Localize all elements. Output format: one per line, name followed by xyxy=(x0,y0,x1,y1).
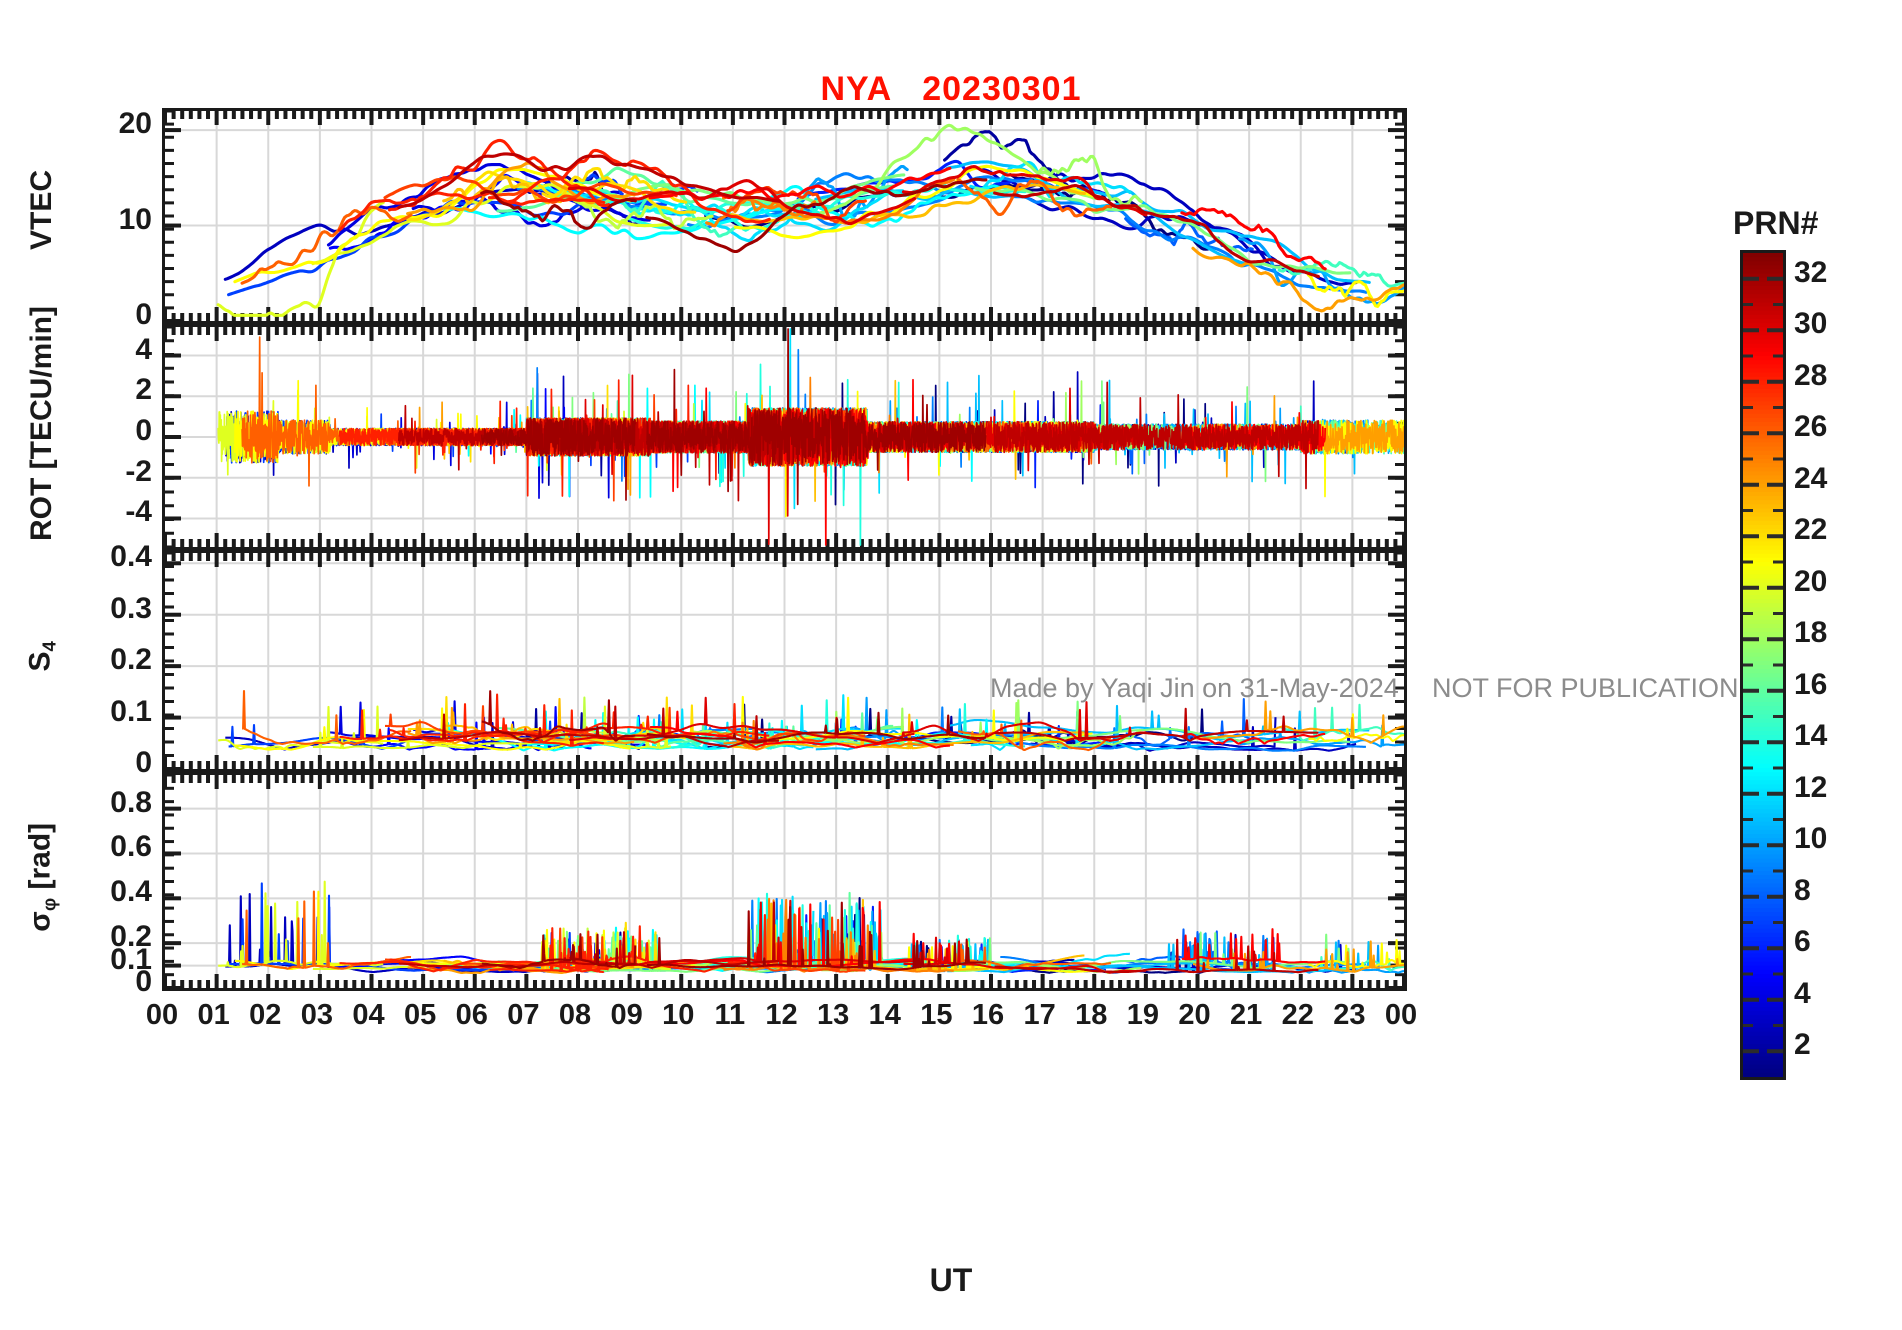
xtick-02-2: 02 xyxy=(249,999,282,1031)
xtick-00-0: 00 xyxy=(145,999,179,1031)
panel-sigma-phi xyxy=(162,772,1407,991)
colorbar-tick-14: 14 xyxy=(1794,719,1828,753)
xtick-21-21: 21 xyxy=(1229,999,1263,1031)
ytick-s4-3: 0.3 xyxy=(110,591,152,625)
xtick-00-24: 00 xyxy=(1384,999,1418,1031)
colorbar-gradient xyxy=(1743,253,1783,1077)
xtick-03-3: 03 xyxy=(300,999,333,1031)
panel-s4-data xyxy=(218,689,1404,752)
panel-vtec-data xyxy=(216,123,1404,317)
colorbar-tick-18: 18 xyxy=(1794,616,1828,650)
colorbar-tick-16: 16 xyxy=(1794,667,1828,701)
xtick-04-4: 04 xyxy=(352,999,385,1031)
ytick-sigma-phi-2: 0.2 xyxy=(110,920,152,954)
ylabel-sigma-phi: σφ [rad] xyxy=(23,822,60,932)
colorbar-tick-10: 10 xyxy=(1794,822,1828,856)
xtick-13-13: 13 xyxy=(816,999,850,1031)
colorbar-tick-30: 30 xyxy=(1794,307,1828,341)
ytick-s4-4: 0.4 xyxy=(110,540,152,574)
colorbar-tick-24: 24 xyxy=(1794,461,1828,495)
ylabel-vtec: VTEC xyxy=(25,170,58,251)
ylabel-s4: S4 xyxy=(23,641,60,672)
ytick-vtec-0: 0 xyxy=(135,298,152,331)
ytick-s4-2: 0.2 xyxy=(110,643,152,677)
panel-vtec xyxy=(162,108,1407,324)
ytick-sigma-phi-3: 0.4 xyxy=(110,875,152,909)
xtick-17-17: 17 xyxy=(1023,999,1056,1031)
panel-s4 xyxy=(162,550,1407,772)
xtick-14-14: 14 xyxy=(868,999,901,1031)
colorbar-tick-12: 12 xyxy=(1794,770,1828,804)
colorbar-tick-32: 32 xyxy=(1794,255,1828,289)
watermark-notice: NOT FOR PUBLICATION xyxy=(1432,673,1739,703)
panel-rot-data xyxy=(217,328,1404,546)
xtick-01-1: 01 xyxy=(197,999,230,1031)
panel-s4-grid xyxy=(165,553,1404,769)
ytick-rot-2: 0 xyxy=(135,414,152,447)
xtick-12-12: 12 xyxy=(765,999,798,1031)
colorbar xyxy=(1740,250,1786,1080)
colorbar-tick-22: 22 xyxy=(1794,513,1828,547)
ytick-sigma-phi-0: 0 xyxy=(135,965,152,998)
ytick-rot-3: 2 xyxy=(135,373,152,407)
colorbar-tick-6: 6 xyxy=(1794,925,1811,959)
xtick-06-6: 06 xyxy=(455,999,488,1031)
ylabel-rot: ROT [TECU/min] xyxy=(25,306,58,541)
ytick-s4-1: 0.1 xyxy=(110,694,152,728)
ytick-s4-0: 0 xyxy=(135,746,152,779)
panel-sigma-phi-data xyxy=(217,880,1404,975)
figure-title: NYA 20230301 xyxy=(820,70,1082,108)
ytick-rot-4: 4 xyxy=(135,332,152,366)
ytick-sigma-phi-1: 0.1 xyxy=(110,942,152,976)
xtick-10-10: 10 xyxy=(662,999,695,1031)
xtick-16-16: 16 xyxy=(971,999,1005,1031)
ytick-vtec-2: 20 xyxy=(118,107,152,141)
xtick-20-20: 20 xyxy=(1178,999,1211,1031)
xtick-07-7: 07 xyxy=(507,999,540,1031)
colorbar-tick-2: 2 xyxy=(1794,1028,1811,1062)
xtick-23-23: 23 xyxy=(1333,999,1366,1031)
ytick-vtec-1: 10 xyxy=(118,202,152,236)
xtick-15-15: 15 xyxy=(920,999,953,1031)
ytick-rot-0: -4 xyxy=(125,495,152,529)
xtick-09-9: 09 xyxy=(610,999,643,1031)
ytick-sigma-phi-4: 0.6 xyxy=(110,830,152,864)
colorbar-tick-8: 8 xyxy=(1794,873,1811,907)
xtick-05-5: 05 xyxy=(403,999,437,1031)
colorbar-tick-28: 28 xyxy=(1794,358,1828,392)
colorbar-tick-20: 20 xyxy=(1794,564,1828,598)
xtick-22-22: 22 xyxy=(1281,999,1314,1031)
ytick-sigma-phi-5: 0.8 xyxy=(110,785,152,819)
colorbar-tick-4: 4 xyxy=(1794,976,1811,1010)
xtick-11-11: 11 xyxy=(714,999,746,1031)
colorbar-title: PRN# xyxy=(1733,205,1819,241)
ytick-rot-1: -2 xyxy=(125,454,152,488)
xtick-18-18: 18 xyxy=(1075,999,1108,1031)
panel-rot xyxy=(162,324,1407,550)
xtick-08-8: 08 xyxy=(558,999,592,1031)
colorbar-tick-26: 26 xyxy=(1794,410,1828,444)
xtick-19-19: 19 xyxy=(1126,999,1159,1031)
xaxis-label: UT xyxy=(929,1262,973,1298)
